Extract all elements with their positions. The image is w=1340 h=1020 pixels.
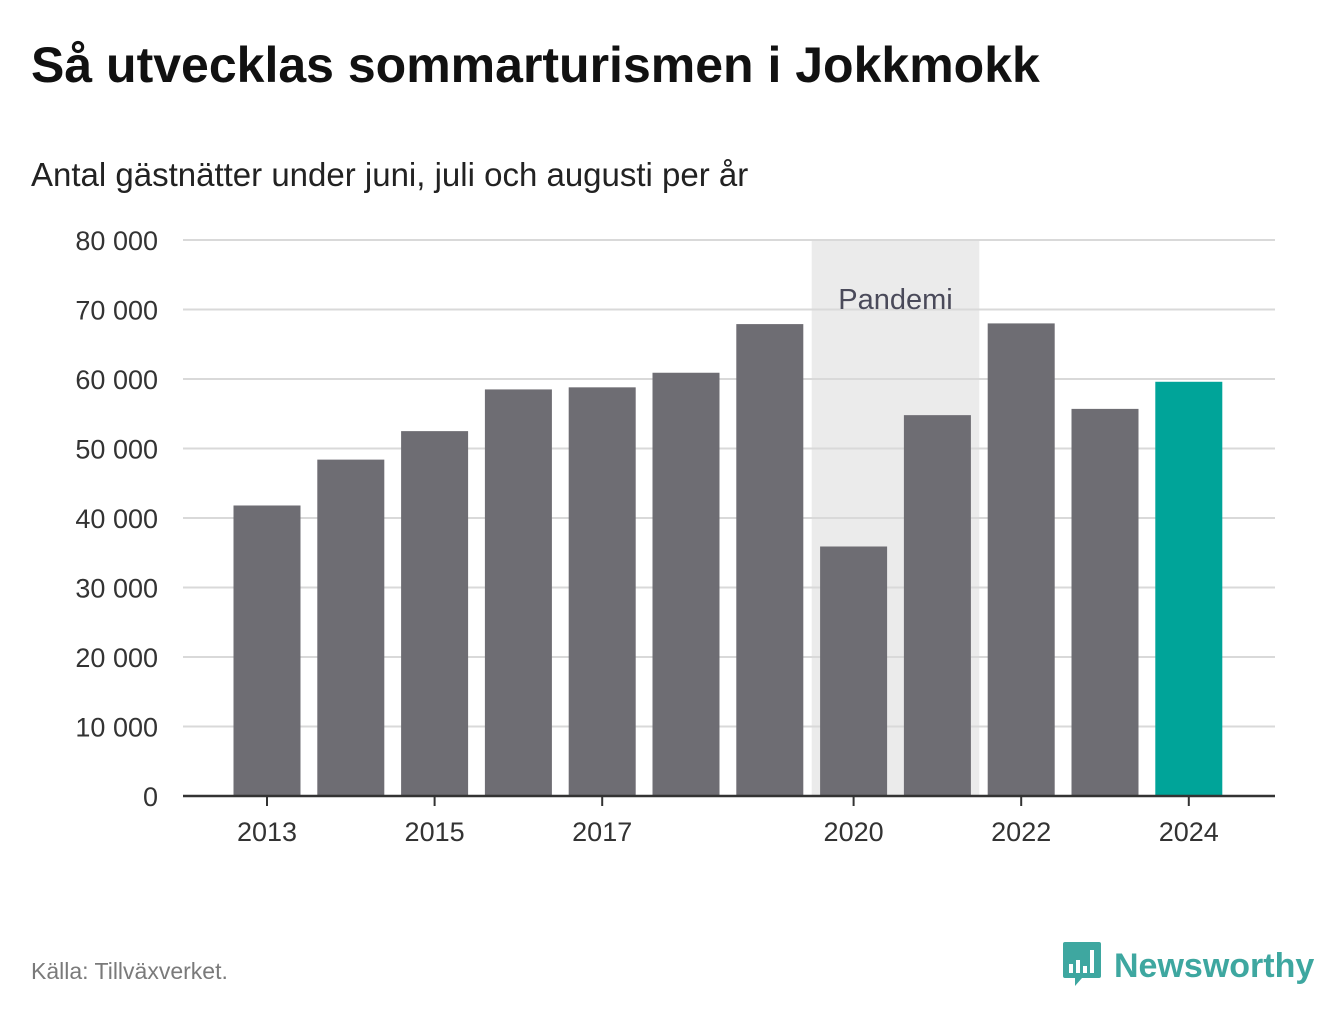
y-tick-label: 60 000	[75, 365, 158, 395]
bar	[736, 324, 804, 796]
y-tick-label: 10 000	[75, 713, 158, 743]
bar	[652, 372, 720, 796]
bar	[1071, 408, 1139, 796]
x-tick-label: 2015	[405, 817, 465, 847]
pandemic-label: Pandemi	[838, 284, 952, 316]
bar-chart: 0 10 000 20 000 30 000 40 000 50 000 60 000 70 …	[75, 226, 1275, 847]
bar	[484, 389, 552, 796]
bar	[317, 459, 385, 796]
bar	[820, 546, 888, 796]
x-tick-label: 2013	[237, 817, 297, 847]
y-tick-label: 40 000	[75, 504, 158, 534]
y-tick-label: 70 000	[75, 296, 158, 326]
x-tick-label: 2017	[572, 817, 632, 847]
source-note: Källa: Tillväxverket.	[31, 958, 228, 984]
brand-name: Newsworthy	[1114, 947, 1315, 985]
bar-highlight	[1155, 381, 1223, 796]
y-tick-label: 80 000	[75, 226, 158, 256]
x-tick-label: 2024	[1159, 817, 1219, 847]
bar	[568, 387, 636, 796]
x-tick-label: 2022	[991, 817, 1051, 847]
bar	[401, 431, 469, 796]
bar	[233, 505, 301, 796]
bar	[987, 323, 1055, 796]
y-tick-label: 50 000	[75, 435, 158, 465]
chart-subtitle: Antal gästnätter under juni, juli och au…	[31, 156, 749, 193]
y-tick-label: 30 000	[75, 574, 158, 604]
x-tick-label: 2020	[824, 817, 884, 847]
y-tick-label: 0	[143, 782, 158, 812]
chart-title: Så utvecklas sommarturismen i Jokkmokk	[31, 37, 1040, 93]
y-tick-label: 20 000	[75, 643, 158, 673]
brand-logo: Newsworthy	[1062, 940, 1314, 993]
bar	[903, 415, 971, 796]
newsworthy-bar-chart-icon	[1062, 940, 1102, 993]
